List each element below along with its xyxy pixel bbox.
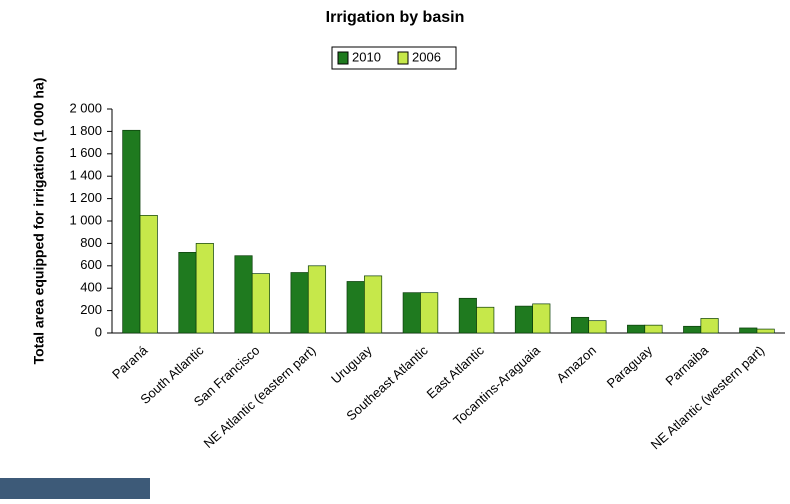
y-tick-label: 1 600	[69, 145, 102, 160]
bar	[402, 292, 421, 334]
bar	[195, 243, 214, 334]
legend-box	[331, 46, 457, 70]
bar	[683, 325, 702, 334]
legend-swatch	[337, 51, 349, 65]
legend-label: 2006	[412, 49, 441, 64]
bar	[234, 255, 253, 334]
bar	[476, 306, 495, 334]
y-axis-title: Total area equipped for irrigation (1 00…	[31, 78, 47, 365]
y-tick-label: 1 800	[69, 123, 102, 138]
bar	[532, 303, 551, 334]
y-tick-label: 1 200	[69, 190, 102, 205]
bar	[588, 320, 607, 334]
bar	[700, 318, 719, 334]
bar	[644, 324, 663, 334]
bar	[346, 281, 365, 334]
y-tick-label: 800	[80, 235, 102, 250]
bar	[307, 265, 327, 334]
bar	[122, 129, 141, 334]
bar	[251, 273, 270, 334]
bar	[514, 305, 533, 334]
chart-title: Irrigation by basin	[326, 9, 465, 26]
y-tick-label: 200	[80, 302, 102, 317]
y-tick-label: 0	[95, 324, 102, 339]
y-tick-label: 1 000	[69, 212, 102, 227]
bar	[458, 297, 477, 334]
legend-swatch	[397, 51, 409, 65]
y-tick-label: 600	[80, 257, 102, 272]
bar	[364, 275, 383, 334]
bar	[178, 252, 197, 334]
bar	[570, 316, 590, 334]
legend-label: 2010	[352, 49, 381, 64]
y-tick-label: 2 000	[69, 100, 102, 115]
bar	[139, 215, 158, 334]
y-tick-label: 1 400	[69, 168, 102, 183]
y-tick-label: 400	[80, 280, 102, 295]
bar	[739, 327, 758, 334]
image-fragment	[0, 478, 150, 499]
bar	[290, 272, 309, 334]
bar	[420, 292, 439, 334]
bar	[627, 324, 646, 334]
bar	[756, 328, 775, 334]
